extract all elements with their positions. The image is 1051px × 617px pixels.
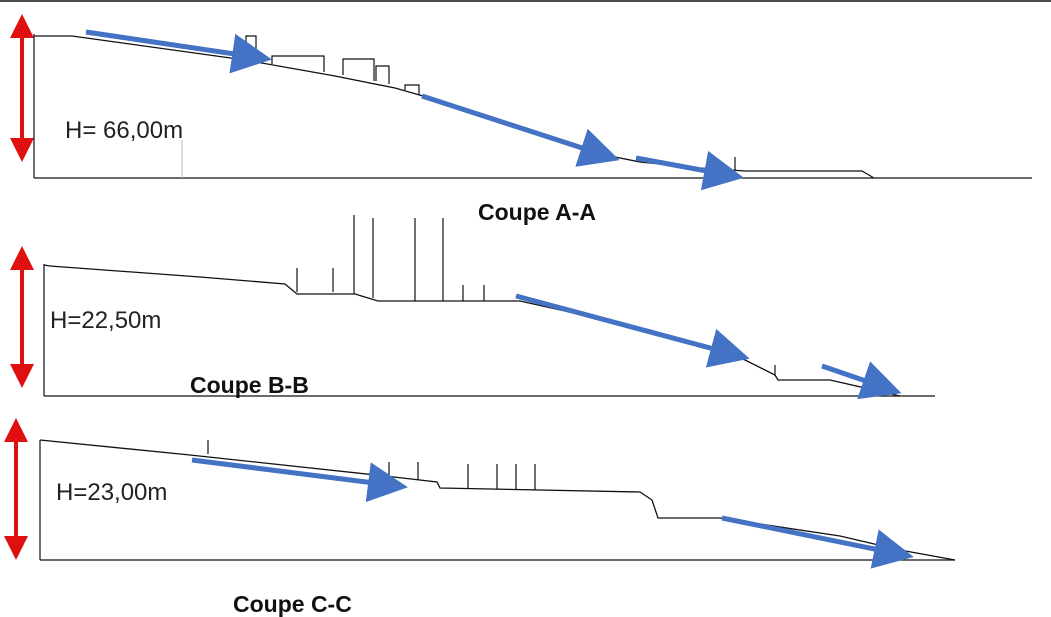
height-label-a: H= 66,00m (65, 117, 183, 144)
height-label-b: H=22,50m (50, 307, 161, 334)
flow-arrow (515, 293, 750, 368)
height-label-c: H=23,00m (56, 479, 167, 506)
buildings-a (245, 35, 736, 170)
section-a-a: H= 66,00m Coupe A-A (10, 13, 1032, 225)
section-title-a: Coupe A-A (478, 199, 596, 225)
flow-arrow (721, 515, 914, 569)
flow-arrow (191, 457, 408, 503)
section-c-c: H=23,00m Coupe C-C (4, 418, 956, 617)
flow-arrow (821, 361, 902, 400)
flow-arrows-b (515, 293, 902, 400)
utility-poles-b (296, 215, 776, 376)
section-title-b: Coupe B-B (190, 372, 309, 398)
ground-profile-b (43, 264, 901, 397)
flow-arrow (635, 150, 744, 191)
ground-profile-c (39, 439, 956, 561)
flow-arrows-c (191, 457, 914, 569)
section-title-c: Coupe C-C (233, 591, 352, 617)
flow-arrow (85, 29, 272, 74)
flow-arrow (421, 93, 620, 167)
section-b-b: H=22,50m Coupe B-B (10, 215, 935, 400)
flow-arrows-a (85, 29, 744, 191)
